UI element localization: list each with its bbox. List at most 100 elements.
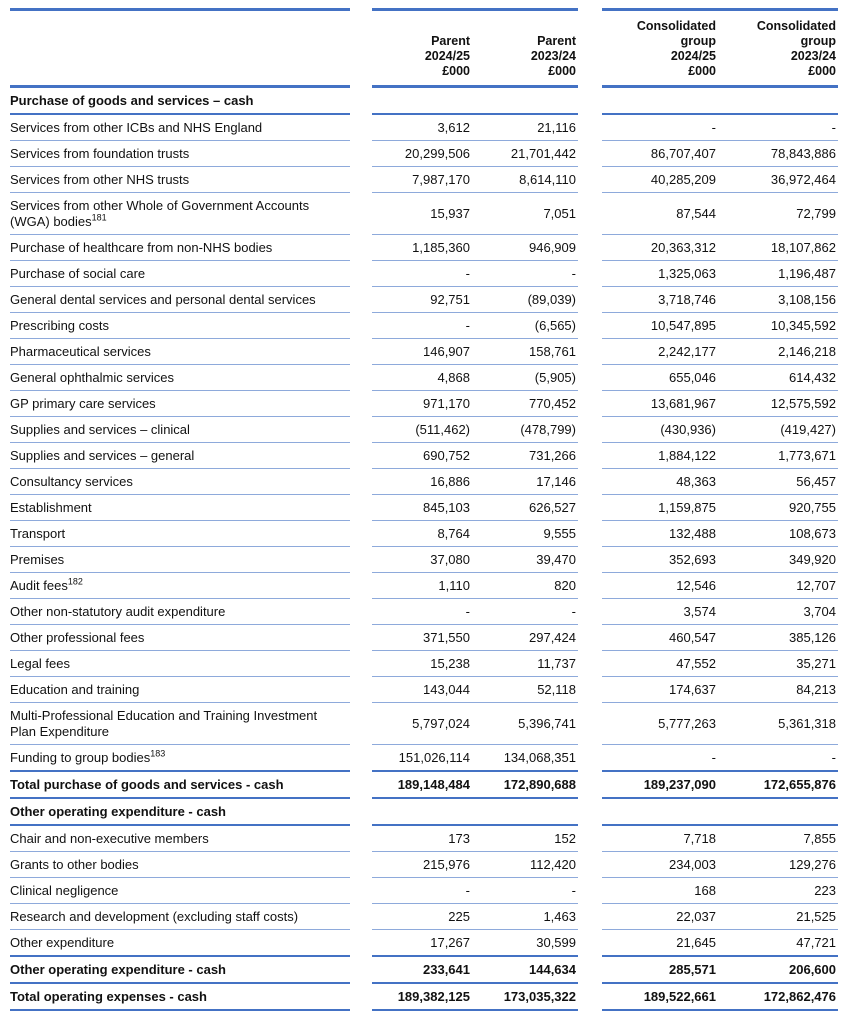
column-gap (350, 825, 372, 852)
row-value: (511,462) (372, 416, 472, 443)
row-value: 9,555 (472, 520, 578, 547)
row-value: 3,612 (372, 114, 472, 141)
row-value: 11,737 (472, 650, 578, 677)
row-value (372, 86, 472, 115)
row-value: 21,525 (718, 903, 838, 930)
row-value: 460,547 (602, 624, 718, 651)
column-gap (350, 771, 372, 798)
column-gap (350, 141, 372, 167)
row-label: Chair and non-executive members (10, 825, 350, 852)
row-label: Premises (10, 546, 350, 573)
row-value: - (472, 877, 578, 904)
row-label: General ophthalmic services (10, 364, 350, 391)
row-value (602, 86, 718, 115)
total-label: Total purchase of goods and services - c… (10, 771, 350, 799)
row-value: 134,068,351 (472, 744, 578, 772)
row-value: 7,718 (602, 825, 718, 852)
footnote-ref: 181 (91, 212, 107, 223)
row-value: 86,707,407 (602, 140, 718, 167)
column-gap (578, 287, 602, 313)
row-value: 7,987,170 (372, 166, 472, 193)
row-value: 108,673 (718, 520, 838, 547)
column-gap (578, 745, 602, 772)
table-row: Services from other ICBs and NHS England… (10, 114, 838, 141)
row-value: 1,159,875 (602, 494, 718, 521)
column-gap (578, 625, 602, 651)
row-value: 920,755 (718, 494, 838, 521)
row-value: 770,452 (472, 390, 578, 417)
row-label: Legal fees (10, 650, 350, 677)
column-gap (578, 443, 602, 469)
row-value: 614,432 (718, 364, 838, 391)
column-gap (578, 771, 602, 798)
row-value (718, 86, 838, 115)
column-gap (578, 599, 602, 625)
table-row: Legal fees 15,238 11,737 47,552 35,271 (10, 650, 838, 677)
table-row: GP primary care services 971,170 770,452 13… (10, 390, 838, 417)
column-gap (578, 339, 602, 365)
row-value: (478,799) (472, 416, 578, 443)
row-value: 37,080 (372, 546, 472, 573)
table-row: Supplies and services – general 690,752 73… (10, 442, 838, 469)
row-value: - (472, 598, 578, 625)
row-value: 36,972,464 (718, 166, 838, 193)
column-gap (578, 313, 602, 339)
table-row: Education and training 143,044 52,118 174,6… (10, 676, 838, 703)
table-row: General dental services and personal den… (10, 286, 838, 313)
row-value: 189,382,125 (372, 983, 472, 1011)
row-value: 84,213 (718, 676, 838, 703)
row-label: Multi-Professional Education and Trainin… (10, 702, 350, 745)
column-gap (578, 365, 602, 391)
column-gap (578, 235, 602, 261)
column-gap (350, 677, 372, 703)
row-value: 16,886 (372, 468, 472, 495)
column-gap (578, 983, 602, 1010)
row-value: - (372, 877, 472, 904)
column-gap (578, 417, 602, 443)
row-value: 297,424 (472, 624, 578, 651)
column-gap (350, 878, 372, 904)
column-gap (578, 956, 602, 983)
row-value: 152 (472, 825, 578, 852)
row-value: 30,599 (472, 929, 578, 957)
row-value: 4,868 (372, 364, 472, 391)
row-value: 92,751 (372, 286, 472, 313)
row-value: 234,003 (602, 851, 718, 878)
row-value: 8,764 (372, 520, 472, 547)
row-value: - (602, 114, 718, 141)
row-value (472, 86, 578, 115)
column-gap (350, 114, 372, 141)
table-row: Other professional fees 371,550 297,424 460… (10, 624, 838, 651)
col-header-parent-2024-25: Parent 2024/25 £000 (372, 8, 472, 88)
row-value: 223 (718, 877, 838, 904)
table-row: Supplies and services – clinical (511,462… (10, 416, 838, 443)
row-value: (6,565) (472, 312, 578, 339)
row-label: Supplies and services – clinical (10, 416, 350, 443)
column-gap (578, 878, 602, 904)
row-value: 21,645 (602, 929, 718, 957)
column-gap (350, 798, 372, 825)
column-gap (578, 904, 602, 930)
row-value: 1,185,360 (372, 234, 472, 261)
row-value: 78,843,886 (718, 140, 838, 167)
row-value (602, 798, 718, 826)
header-label-cell (10, 8, 350, 88)
column-gap (350, 167, 372, 193)
row-value: 626,527 (472, 494, 578, 521)
row-value: 10,345,592 (718, 312, 838, 339)
column-gap (350, 87, 372, 115)
row-value: 731,266 (472, 442, 578, 469)
row-value: - (372, 598, 472, 625)
column-gap (350, 703, 372, 745)
total-label: Total operating expenses - cash (10, 983, 350, 1011)
column-gap (578, 573, 602, 599)
row-value: 20,299,506 (372, 140, 472, 167)
row-label: Grants to other bodies (10, 851, 350, 878)
row-value: 17,267 (372, 929, 472, 957)
column-gap (578, 825, 602, 852)
row-label: GP primary care services (10, 390, 350, 417)
column-gap (578, 651, 602, 677)
row-value: 168 (602, 877, 718, 904)
table-row: Chair and non-executive members 173 152 7,7… (10, 825, 838, 852)
